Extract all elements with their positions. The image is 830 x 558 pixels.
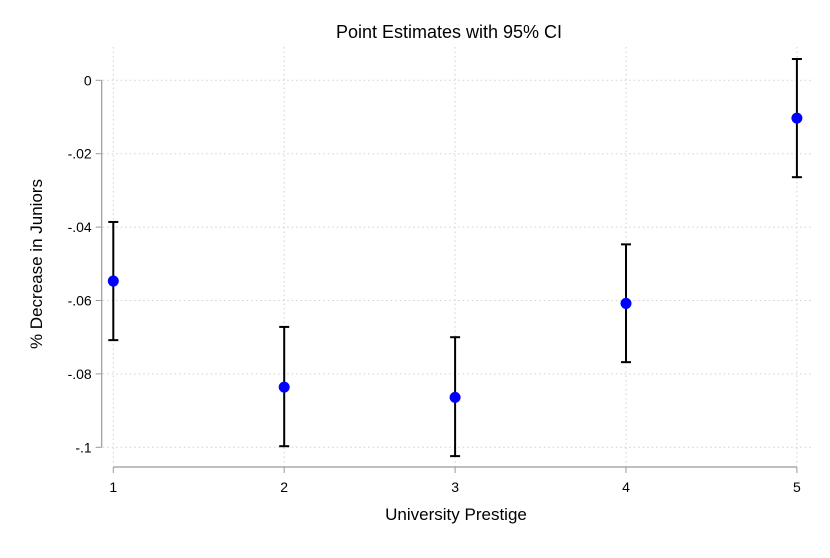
chart-title: Point Estimates with 95% CI xyxy=(336,22,562,42)
point-estimate xyxy=(791,112,803,124)
y-tick-label: -.08 xyxy=(68,366,92,382)
y-tick-label: 0 xyxy=(84,72,92,88)
point-estimate xyxy=(107,275,119,287)
y-tick-label: -.04 xyxy=(68,219,92,235)
x-tick-label: 5 xyxy=(793,479,801,495)
y-tick-label: -.02 xyxy=(68,146,92,162)
x-tick-label: 4 xyxy=(622,479,630,495)
point-estimate xyxy=(620,297,632,309)
x-axis-label: University Prestige xyxy=(385,505,527,524)
y-tick-label: -.06 xyxy=(68,293,92,309)
x-tick-label: 3 xyxy=(451,479,459,495)
x-tick-label: 1 xyxy=(109,479,117,495)
x-tick-label: 2 xyxy=(280,479,288,495)
y-axis-label: % Decrease in Juniors xyxy=(27,179,46,349)
point-estimate xyxy=(449,391,461,403)
y-tick-label: -.1 xyxy=(75,439,92,455)
point-estimate xyxy=(278,381,290,393)
